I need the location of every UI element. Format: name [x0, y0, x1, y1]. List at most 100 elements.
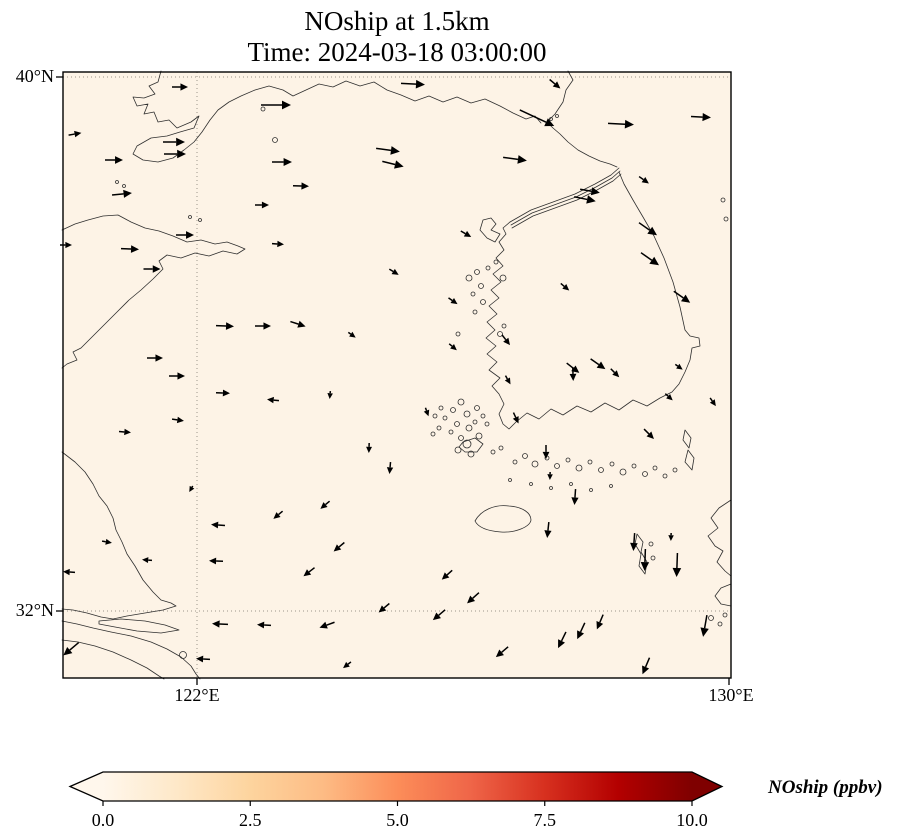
islet [485, 265, 491, 271]
wind-arrow [664, 393, 673, 401]
wind-arrow [441, 569, 453, 580]
map-frame [62, 71, 732, 679]
islet [450, 407, 456, 413]
islet [432, 413, 438, 419]
islet [122, 184, 126, 188]
islet [723, 216, 729, 222]
islet [648, 541, 654, 547]
wind-arrow [212, 620, 229, 628]
wind-arrow [142, 557, 153, 564]
wind-arrow [101, 538, 112, 545]
wind-arrow [512, 412, 519, 424]
wind-arrow [382, 160, 404, 169]
y-tick-label-32n: 32°N [15, 600, 54, 620]
wind-arrow [460, 230, 472, 237]
wind-arrow [120, 245, 139, 253]
y-tick-label-40n: 40°N [15, 66, 54, 86]
wind-arrow [164, 149, 186, 159]
islet [722, 612, 728, 618]
islet [179, 651, 187, 659]
islet [499, 274, 507, 282]
axis-ticks [56, 76, 730, 685]
islet [480, 299, 486, 305]
wind-arrow [366, 442, 373, 453]
wind-arrow [255, 322, 271, 330]
wind-arrow [607, 119, 634, 129]
map-canvas [56, 70, 732, 685]
wind-arrow [255, 201, 269, 209]
wind-arrow [690, 113, 711, 122]
wind-arrow [674, 363, 683, 370]
wind-arrow [503, 155, 527, 164]
wind-arrow [423, 407, 430, 417]
wind-arrow [640, 548, 650, 571]
wind-arrow [215, 322, 234, 330]
islet [442, 415, 448, 421]
wind-arrow [257, 621, 272, 629]
wind-arrow [273, 510, 284, 519]
islet [115, 180, 119, 184]
island-tsushima-north [682, 429, 692, 449]
coastline-kyushu-south [714, 583, 732, 607]
islet [609, 484, 613, 488]
wind-arrow [189, 485, 195, 493]
islet [198, 218, 202, 222]
wind-arrow [643, 428, 654, 439]
wind-arrow [700, 615, 709, 637]
islet [465, 424, 473, 432]
islet [631, 463, 637, 469]
wind-arrow [630, 532, 638, 551]
small-islands [115, 106, 729, 659]
colorbar-label: NOship (ppbv) [767, 777, 883, 798]
wind-arrow [519, 109, 555, 127]
islet [598, 467, 604, 473]
islet [512, 459, 518, 465]
islet [260, 106, 266, 112]
wind-arrow [68, 130, 82, 138]
islet [272, 137, 278, 143]
islet [484, 421, 490, 427]
islet [587, 459, 593, 465]
colorbar-tick-label: 2.5 [239, 810, 262, 830]
islet [650, 555, 656, 561]
islet [508, 478, 512, 482]
wind-arrow [163, 137, 185, 147]
wind-arrow [571, 488, 579, 505]
colorbar-extend-max-arrow [692, 772, 722, 801]
wind-arrow [292, 182, 309, 190]
river-line-3 [511, 173, 622, 229]
wind-arrow [347, 331, 356, 338]
wind-arrow [544, 521, 552, 538]
wind-arrow [327, 390, 333, 399]
wind-arrow [580, 187, 600, 196]
islet [575, 464, 583, 472]
wind-arrow [63, 568, 76, 576]
islet [642, 471, 648, 477]
coastline-korea [485, 171, 701, 430]
wind-arrow [376, 146, 400, 155]
islet [589, 488, 593, 492]
x-tick-label-130e: 130°E [708, 685, 754, 705]
wind-arrow [196, 655, 211, 663]
island-tsushima-south [684, 449, 695, 471]
islet [463, 410, 471, 418]
islet [662, 473, 668, 479]
wind-arrow [400, 79, 425, 89]
islet [708, 615, 714, 621]
islet [462, 439, 472, 449]
islet [493, 259, 499, 265]
coastlines [61, 70, 732, 680]
wind-arrow [569, 366, 577, 381]
wind-arrow [171, 416, 184, 424]
islands-ganghwa [479, 217, 501, 243]
islet [498, 445, 504, 451]
islet [549, 486, 553, 490]
wind-arrow [319, 621, 335, 629]
islet [474, 269, 480, 275]
wind-arrow [638, 222, 658, 236]
islet [555, 114, 559, 118]
wind-arrow [388, 268, 399, 275]
plot-subtitle-time: Time: 2024-03-18 03:00:00 [247, 37, 547, 67]
wind-arrow [272, 157, 292, 167]
coastline-hangzhou-inner [61, 639, 165, 680]
